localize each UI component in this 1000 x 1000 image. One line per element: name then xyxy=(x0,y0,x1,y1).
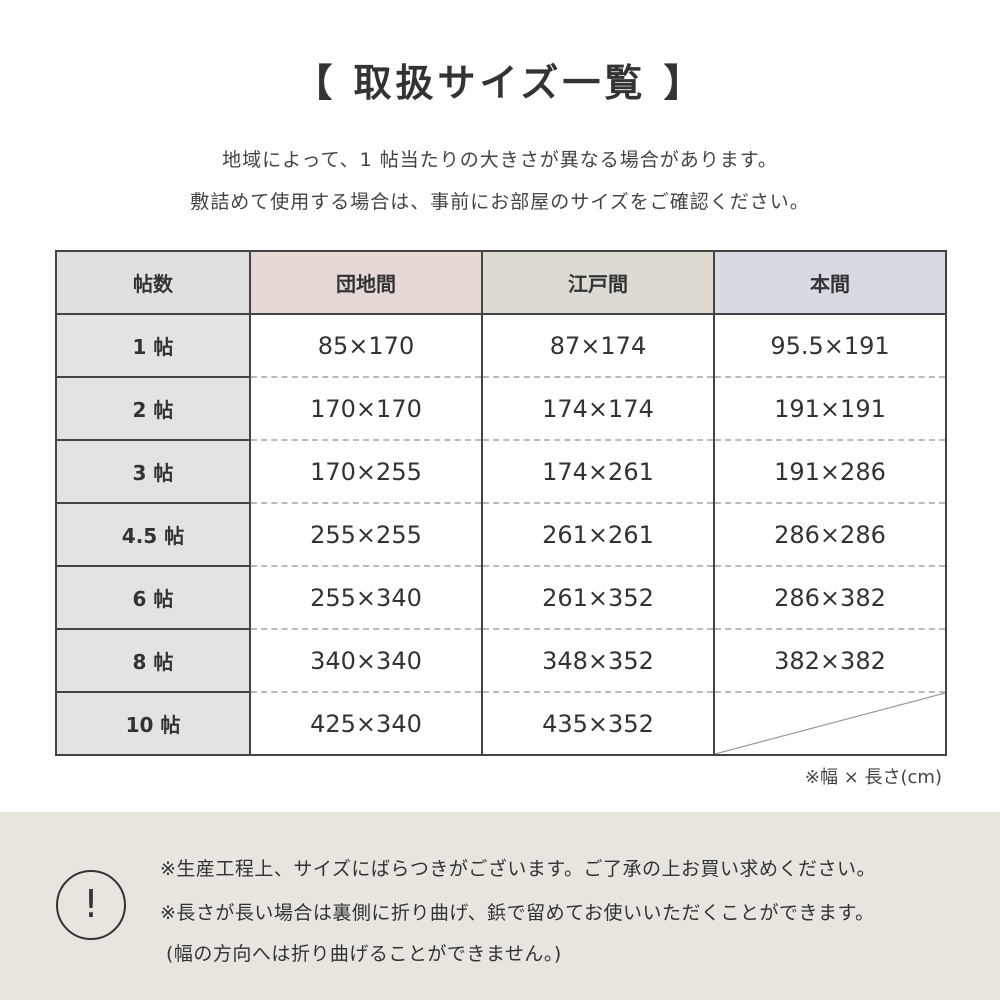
size-cell: 261×261 xyxy=(481,503,715,567)
notice-line-3: (幅の方向へは折り曲げることができません。) xyxy=(166,943,562,965)
size-cell: 286×286 xyxy=(713,503,947,567)
unit-note: ※幅 × 長さ(cm) xyxy=(804,767,942,788)
row-header: 10 帖 xyxy=(55,691,251,756)
size-cell: 170×170 xyxy=(249,377,483,441)
size-cell: 255×340 xyxy=(249,566,483,630)
size-cell: 286×382 xyxy=(713,566,947,630)
row-header: 3 帖 xyxy=(55,439,251,504)
exclamation-circle-icon: ! xyxy=(56,870,126,940)
size-cell: 348×352 xyxy=(481,629,715,693)
size-cell: 191×286 xyxy=(713,440,947,504)
row-header: 2 帖 xyxy=(55,376,251,441)
size-cell: 95.5×191 xyxy=(713,314,947,378)
size-cell: 85×170 xyxy=(249,314,483,378)
table-row: 4.5 帖 255×255 261×261 286×286 xyxy=(55,502,947,567)
size-cell: 174×261 xyxy=(481,440,715,504)
size-cell: 87×174 xyxy=(481,314,715,378)
page-title: 【 取扱サイズ一覧 】 xyxy=(294,61,706,105)
table-row: 6 帖 255×340 261×352 286×382 xyxy=(55,565,947,630)
size-cell: 255×255 xyxy=(249,503,483,567)
size-cell: 435×352 xyxy=(481,692,715,756)
table-row: 8 帖 340×340 348×352 382×382 xyxy=(55,628,947,693)
diagonal-line xyxy=(715,693,945,754)
row-header: 6 帖 xyxy=(55,565,251,630)
column-header: 本間 xyxy=(713,250,947,315)
row-header: 1 帖 xyxy=(55,313,251,378)
size-cell: 382×382 xyxy=(713,629,947,693)
column-header: 帖数 xyxy=(55,250,251,315)
table-row: 10 帖 425×340 435×352 xyxy=(55,691,947,756)
size-table: 帖数 団地間 江戸間 本間 1 帖 85×170 87×174 95.5×191 2 帖 170… xyxy=(55,250,947,756)
column-header: 江戸間 xyxy=(481,250,715,315)
row-header: 8 帖 xyxy=(55,628,251,693)
size-cell: 425×340 xyxy=(249,692,483,756)
table-row: 1 帖 85×170 87×174 95.5×191 xyxy=(55,313,947,378)
notice-line-1: ※生産工程上、サイズにばらつきがございます。ご了承の上お買い求めください。 xyxy=(160,858,876,880)
subtitle-line-1: 地域によって、1 帖当たりの大きさが異なる場合があります。 xyxy=(222,149,778,171)
table-row: 3 帖 170×255 174×261 191×286 xyxy=(55,439,947,504)
notice-line-2: ※長さが長い場合は裏側に折り曲げ、鋲で留めてお使いいただくことができます。 xyxy=(160,902,875,924)
size-cell: 191×191 xyxy=(713,377,947,441)
size-cell: 340×340 xyxy=(249,629,483,693)
size-cell: 170×255 xyxy=(249,440,483,504)
size-cell: 174×174 xyxy=(481,377,715,441)
row-header: 4.5 帖 xyxy=(55,502,251,567)
notice-panel: ! ※生産工程上、サイズにばらつきがございます。ご了承の上お買い求めください。 … xyxy=(0,812,1000,1000)
size-cell: 261×352 xyxy=(481,566,715,630)
column-header: 団地間 xyxy=(249,250,483,315)
empty-cell xyxy=(713,692,947,756)
table-row: 2 帖 170×170 174×174 191×191 xyxy=(55,376,947,441)
subtitle-line-2: 敷詰めて使用する場合は、事前にお部屋のサイズをご確認ください。 xyxy=(190,191,810,213)
